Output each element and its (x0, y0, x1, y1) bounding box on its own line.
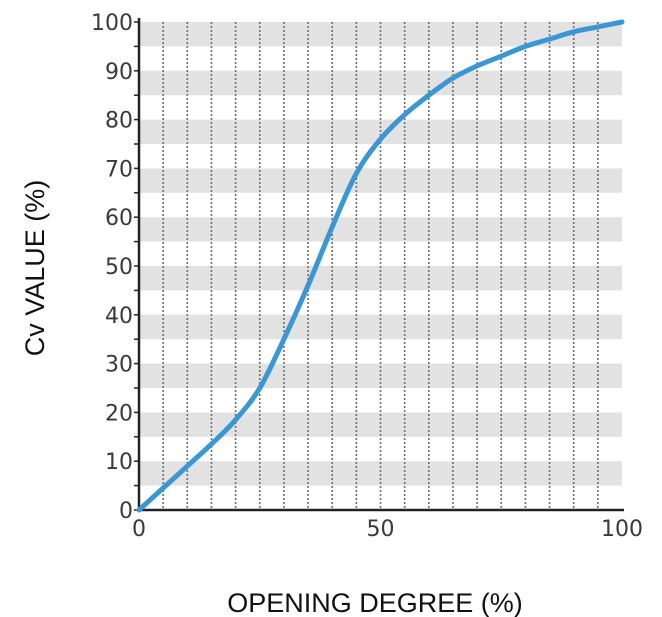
y-tick-label: 40 (105, 304, 133, 329)
axes (134, 18, 624, 512)
y-tick-label: 90 (105, 60, 133, 85)
grid-band (139, 461, 622, 486)
series-layer (136, 19, 625, 513)
grid-band (139, 217, 622, 242)
y-tick-label: 30 (105, 353, 133, 378)
grid-band (139, 168, 622, 193)
x-tick-label: 0 (132, 517, 146, 542)
y-tick-label: 20 (105, 401, 133, 426)
x-tick-labels: 0 50 100 (132, 517, 643, 542)
vertical-gridlines (162, 22, 599, 510)
y-tick-label: 60 (105, 206, 133, 231)
series-line (136, 19, 625, 513)
x-tick-label: 100 (601, 517, 643, 542)
x-axis-title: OPENING DEGREE (%) (227, 588, 523, 617)
y-tick-labels: 0 10 20 30 40 50 60 70 80 90 100 (91, 11, 133, 524)
y-tick-label: 100 (91, 11, 133, 36)
x-tick-label: 50 (367, 517, 395, 542)
y-tick-label: 0 (119, 499, 133, 524)
grid-band (139, 412, 622, 437)
y-tick-label: 80 (105, 109, 133, 134)
y-tick-label: 50 (105, 255, 133, 280)
y-tick-label: 70 (105, 157, 133, 182)
y-axis-title: Cv VALUE (%) (20, 180, 50, 357)
y-tick-label: 10 (105, 450, 133, 475)
